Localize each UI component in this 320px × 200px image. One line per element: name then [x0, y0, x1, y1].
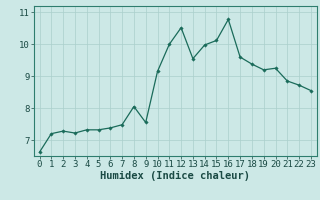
- X-axis label: Humidex (Indice chaleur): Humidex (Indice chaleur): [100, 171, 250, 181]
